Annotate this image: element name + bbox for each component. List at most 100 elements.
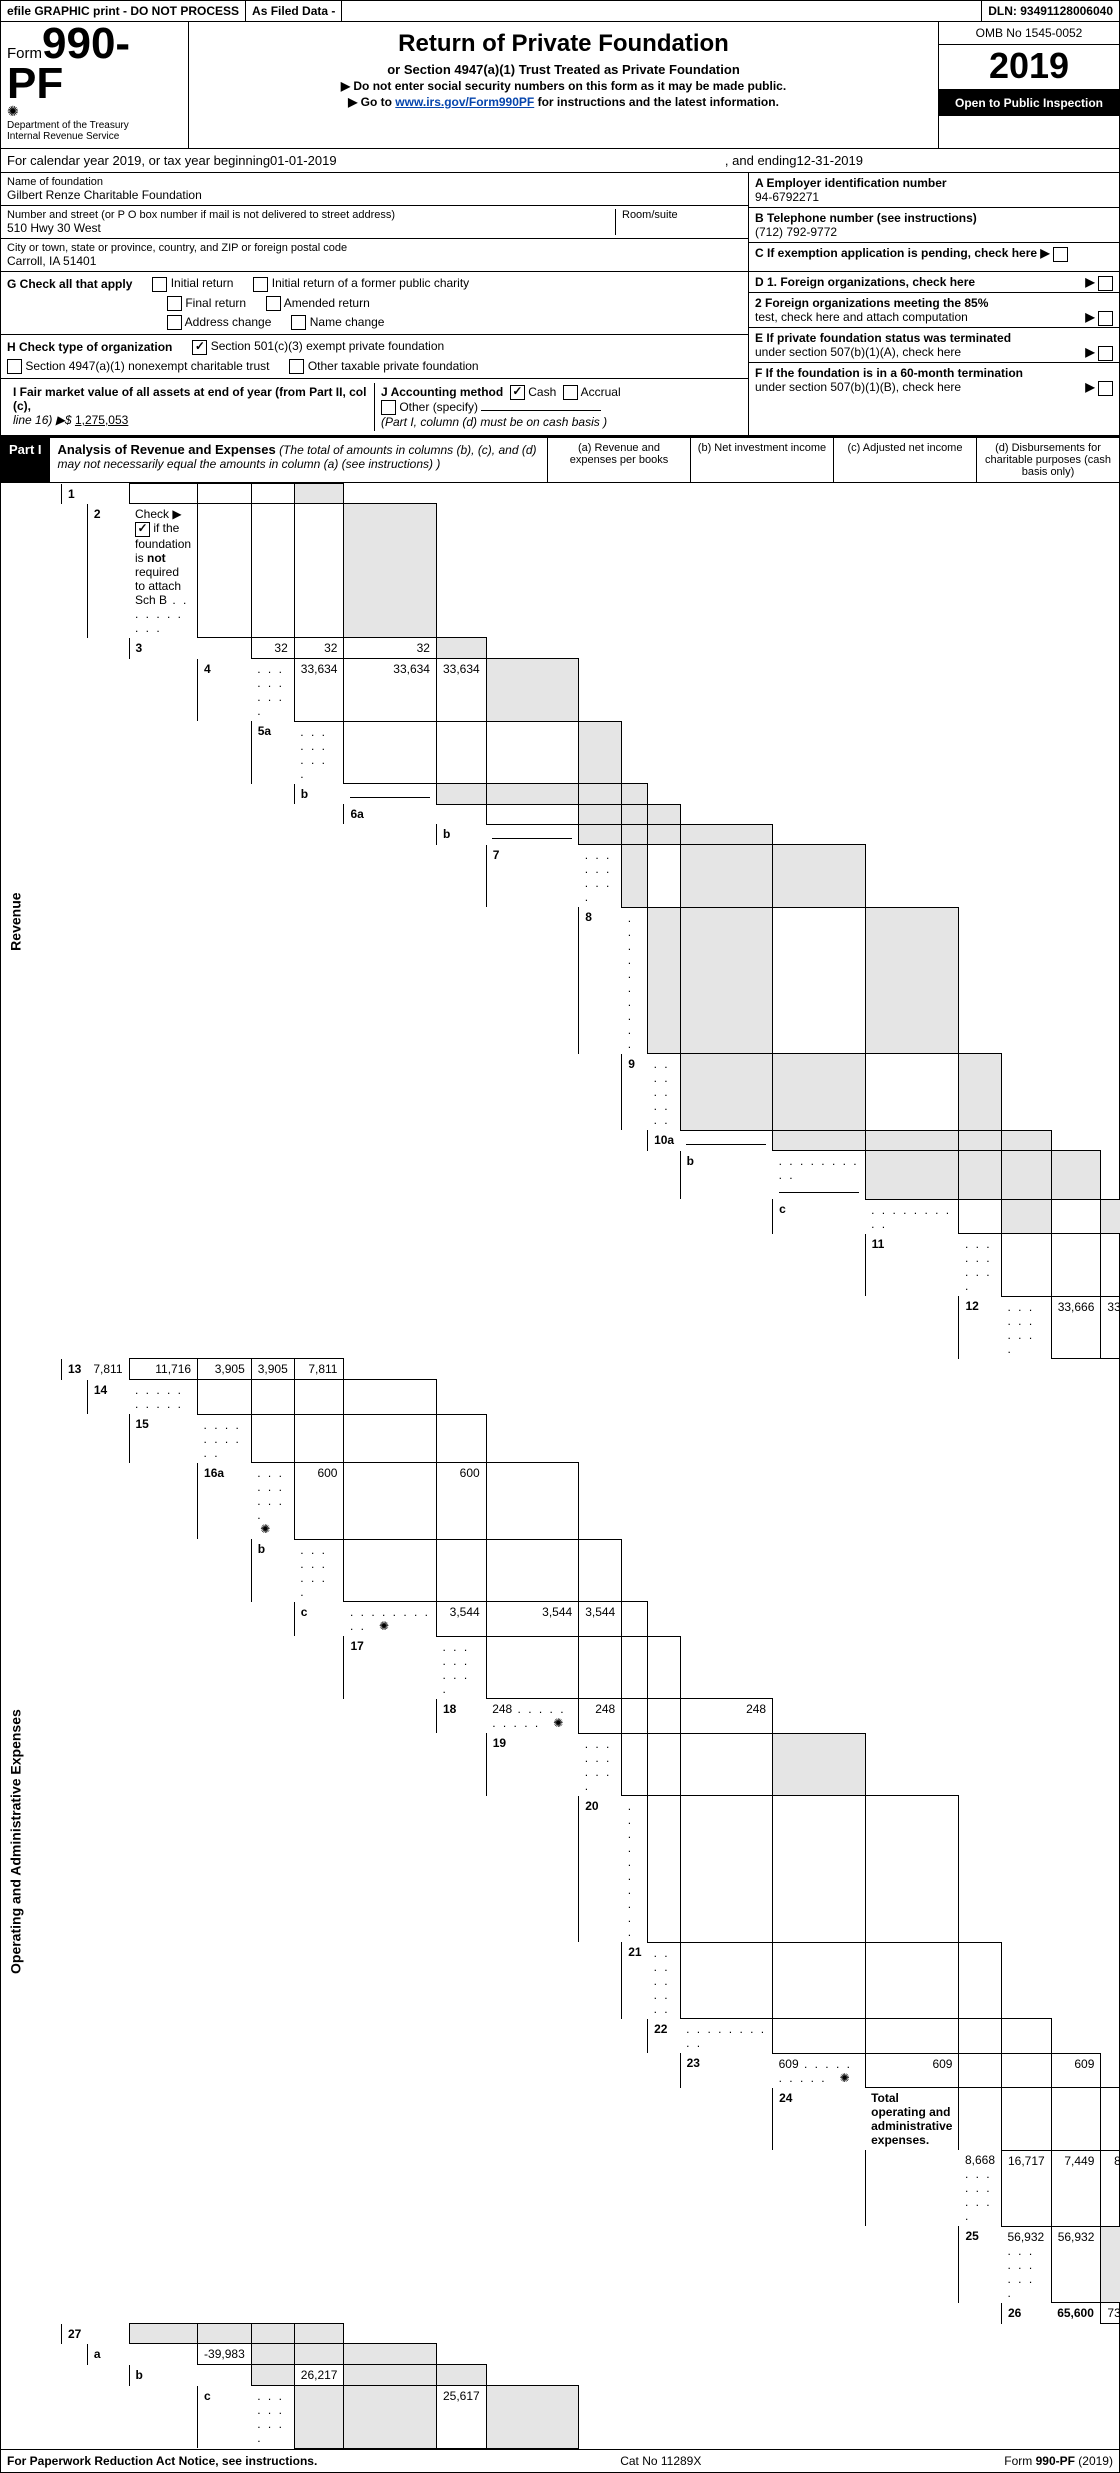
line-desc (865, 1199, 959, 1234)
value-cell (294, 1380, 344, 1415)
other-taxable-checkbox[interactable] (289, 359, 304, 374)
exemption-pending-checkbox[interactable] (1053, 247, 1068, 262)
line-desc (680, 1130, 773, 1151)
initial-former-checkbox[interactable] (253, 277, 268, 292)
col-d-header: (d) Disbursements for charitable purpose… (976, 438, 1119, 482)
attachment-icon[interactable]: ✺ (550, 1716, 566, 1730)
cash-checkbox[interactable]: ✓ (510, 385, 525, 400)
schb-checkbox[interactable]: ✓ (135, 522, 150, 537)
line-desc: 8,668 (959, 2150, 1002, 2226)
other-method-checkbox[interactable] (381, 400, 396, 415)
attachment-icon[interactable]: ✺ (837, 2071, 853, 2085)
value-cell (251, 2365, 294, 2386)
value-cell (251, 2344, 294, 2365)
initial-return-checkbox[interactable] (152, 277, 167, 292)
value-cell: 609 (1051, 2053, 1101, 2088)
fmv-assets: 1,275,053 (75, 413, 128, 427)
value-cell (622, 1602, 648, 1637)
foundation-name-cell: Name of foundation Gilbert Renze Charita… (1, 173, 748, 206)
tax-year: 2019 (939, 45, 1119, 90)
table-row: Revenue1 (1, 484, 1120, 504)
value-cell (486, 784, 579, 805)
top-bar: efile GRAPHIC print - DO NOT PROCESS As … (1, 1, 1119, 22)
line-number: 10a (648, 1130, 681, 1151)
value-cell: 7,811 (294, 1359, 344, 1380)
value-cell (1101, 2226, 1120, 2303)
value-cell (486, 1539, 579, 1602)
501c3-checkbox[interactable]: ✓ (192, 340, 207, 355)
address-change-checkbox[interactable] (167, 315, 182, 330)
line-desc (579, 1733, 622, 1796)
tax-year-begin: 01-01-2019 (270, 153, 337, 168)
form-title: Return of Private Foundation (199, 30, 928, 58)
value-cell (622, 1733, 648, 1796)
irs-link[interactable]: www.irs.gov/Form990PF (395, 95, 534, 109)
table-row: b26,217 (1, 2365, 1120, 2386)
line-desc: ✺ (251, 1463, 294, 1540)
e-checkbox[interactable] (1098, 346, 1113, 361)
expenses-side-label (680, 1199, 773, 1359)
value-cell (486, 1463, 579, 1540)
form-number: Form990-PF (7, 24, 182, 103)
line-number: c (198, 2386, 252, 2449)
name-change-checkbox[interactable] (291, 315, 306, 330)
value-cell (486, 659, 579, 722)
line-desc: Check ▶ ✓ if the foundation is not requi… (129, 504, 198, 638)
line-desc (129, 1380, 198, 1415)
d1-checkbox[interactable] (1098, 276, 1113, 291)
id-block: Name of foundation Gilbert Renze Charita… (1, 173, 1119, 272)
value-cell: 3,544 (486, 1602, 579, 1637)
value-cell: 248 (680, 1699, 773, 1734)
foundation-name: Gilbert Renze Charitable Foundation (7, 188, 742, 202)
value-cell (129, 2324, 198, 2344)
calendar-year-row: For calendar year 2019, or tax year begi… (1, 149, 1119, 173)
final-return-checkbox[interactable] (167, 296, 182, 311)
line-number: 25 (959, 2226, 1002, 2303)
accrual-checkbox[interactable] (563, 385, 578, 400)
value-cell (344, 1380, 437, 1415)
expenses-side-label (344, 824, 437, 1359)
line-desc (294, 1539, 344, 1602)
header-row: Form990-PF ✺ Department of the Treasury … (1, 22, 1119, 149)
expenses-side-label (622, 2019, 648, 2324)
d2-checkbox[interactable] (1098, 311, 1113, 326)
f-checkbox[interactable] (1098, 381, 1113, 396)
ein: 94-6792271 (755, 190, 1113, 204)
section-i-j: I Fair market value of all assets at end… (1, 379, 748, 436)
table-row: a-39,983 (1, 2344, 1120, 2365)
amended-return-checkbox[interactable] (266, 296, 281, 311)
value-cell (486, 2386, 579, 2449)
value-cell: 33,666 (1051, 1296, 1101, 1359)
line-desc (680, 2019, 773, 2054)
line-number: 21 (622, 1942, 648, 2019)
line-desc (198, 638, 252, 659)
4947-checkbox[interactable] (7, 359, 22, 374)
value-cell: 600 (294, 1463, 344, 1540)
value-cell: 32 (251, 638, 294, 659)
value-cell (198, 2324, 252, 2344)
value-cell (251, 484, 294, 504)
value-cell (436, 1414, 486, 1463)
expenses-side-label (87, 2365, 129, 2449)
value-cell (198, 484, 252, 504)
line-desc (344, 784, 437, 805)
line-number: 12 (959, 1296, 1002, 1359)
value-cell (622, 845, 648, 908)
value-cell (648, 1636, 681, 1699)
line-desc: 248 ✺ (486, 1699, 579, 1734)
expenses-side-label (579, 1942, 622, 2324)
value-cell (344, 1414, 437, 1463)
line-number: 19 (486, 1733, 579, 1796)
value-cell (436, 2365, 486, 2386)
attachment-icon[interactable]: ✺ (376, 1619, 392, 1633)
section-f: F If the foundation is in a 60-month ter… (749, 363, 1119, 397)
value-cell (648, 804, 681, 824)
value-cell (773, 2019, 866, 2054)
line-desc (251, 2386, 294, 2449)
value-cell (680, 1733, 773, 1796)
tax-year-end: 12-31-2019 (797, 153, 864, 168)
header-right: OMB No 1545-0052 2019 Open to Public Ins… (938, 22, 1119, 148)
dln: DLN: 93491128006040 (982, 1, 1119, 21)
value-cell (680, 907, 773, 1054)
attachment-icon[interactable]: ✺ (257, 1522, 273, 1536)
